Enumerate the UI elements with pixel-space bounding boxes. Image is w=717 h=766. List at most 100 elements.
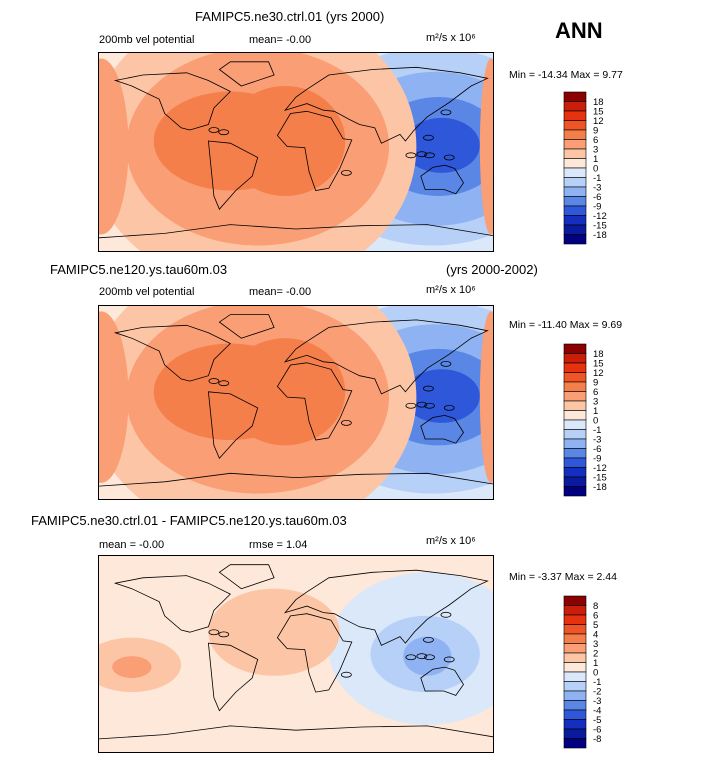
colorbar-swatch — [563, 148, 587, 159]
island-outline — [424, 402, 435, 409]
panel2-variable: 200mb vel potential — [99, 286, 195, 298]
colorbar-swatch — [563, 167, 587, 178]
panel1-map — [98, 52, 494, 252]
coastline — [283, 569, 489, 646]
panel3-title: FAMIPC5.ne30.ctrl.01 - FAMIPC5.ne120.ys.… — [31, 513, 347, 528]
panel3-minmax: Min = -3.37 Max = 2.44 — [509, 571, 617, 583]
island-outline — [416, 151, 428, 158]
island-outline — [443, 154, 455, 161]
colorbar-swatch — [563, 410, 587, 421]
contour-pos-2 — [112, 656, 152, 678]
colorbar-tick-label: 8 — [593, 601, 598, 612]
colorbar-tick-label: 12 — [593, 368, 604, 379]
colorbar-swatch — [563, 205, 587, 216]
contour-pos-3-east — [479, 311, 493, 483]
coastline-layer — [99, 564, 493, 740]
colorbar-swatch — [563, 486, 587, 497]
island-outline — [405, 152, 417, 159]
colorbar-swatch — [563, 662, 587, 673]
colorbar-tick-label: 2 — [593, 649, 598, 660]
coastline — [99, 725, 493, 740]
colorbar-swatch — [563, 343, 587, 354]
coastline — [420, 164, 464, 195]
colorbar-tick-label: 3 — [593, 639, 598, 650]
colorbar-swatch — [563, 196, 587, 207]
coastline — [276, 362, 353, 441]
colorbar-swatch — [563, 372, 587, 383]
colorbar-tick-label: -18 — [593, 230, 607, 241]
colorbar-swatch — [563, 177, 587, 188]
colorbar-swatch — [563, 419, 587, 430]
island-outline — [208, 127, 220, 133]
colorbar-swatch — [563, 129, 587, 140]
coastline — [276, 110, 353, 191]
island-outline — [443, 404, 455, 411]
colorbar-swatch — [563, 633, 587, 644]
colorbar-swatch — [563, 605, 587, 616]
colorbar-tick-label: 3 — [593, 397, 598, 408]
colorbar-swatch — [563, 400, 587, 411]
island-outline — [416, 401, 428, 408]
colorbar-tick-label: -1 — [593, 173, 601, 184]
contour-neg-3 — [403, 636, 452, 676]
colorbar-tick-label: 5 — [593, 620, 598, 631]
island-outline — [340, 671, 352, 678]
colorbar-swatch — [563, 700, 587, 711]
colorbar-swatch — [563, 120, 587, 131]
coastline — [218, 314, 275, 339]
colorbar-swatch — [563, 353, 587, 364]
panel3-rmse: rmse = 1.04 — [249, 539, 308, 551]
colorbar-swatch — [563, 381, 587, 392]
colorbar-swatch — [563, 457, 587, 468]
coastline — [207, 140, 259, 210]
coastline-layer — [99, 314, 493, 487]
panel1-title: FAMIPC5.ne30.ctrl.01 (yrs 2000) — [195, 9, 385, 24]
season-label: ANN — [555, 18, 603, 43]
colorbar-swatch — [563, 614, 587, 625]
coastline — [207, 391, 259, 460]
colorbar-tick-label: -9 — [593, 454, 601, 465]
colorbar-swatch — [563, 652, 587, 663]
island-outline — [416, 653, 428, 660]
colorbar-swatch — [563, 429, 587, 440]
contour-neg-12 — [403, 117, 480, 173]
island-outline — [340, 419, 352, 426]
colorbar-tick-label: 12 — [593, 116, 604, 127]
colorbar-tick-label: -3 — [593, 183, 601, 194]
contour-pos-3-west — [99, 311, 129, 483]
island-outline — [405, 654, 417, 661]
colorbar-swatch — [563, 224, 587, 235]
colorbar-tick-label: -15 — [593, 221, 607, 232]
island-outline — [218, 129, 230, 136]
colorbar-swatch — [563, 215, 587, 226]
island-outline — [440, 109, 452, 116]
colorbar-tick-label: -1 — [593, 677, 601, 688]
island-outline — [340, 170, 352, 176]
colorbar-tick-label: 15 — [593, 107, 604, 118]
panel3-map — [98, 555, 494, 753]
panel3-mean: mean = -0.00 — [99, 539, 165, 551]
panel2-title: FAMIPC5.ne120.ys.tau60m.03 — [50, 262, 228, 277]
colorbar-swatch — [563, 362, 587, 373]
colorbar-tick-label: 0 — [593, 668, 598, 679]
panel2-minmax: Min = -11.40 Max = 9.69 — [509, 319, 623, 331]
coastline — [113, 324, 231, 382]
colorbar-swatch — [563, 448, 587, 459]
colorbar-tick-label: 4 — [593, 630, 598, 641]
colorbar-swatch — [563, 186, 587, 197]
coastline — [420, 666, 464, 696]
colorbar-tick-label: 6 — [593, 387, 598, 398]
colorbar-tick-label: 6 — [593, 611, 598, 622]
coastline — [218, 61, 275, 87]
colorbar-swatch — [563, 101, 587, 112]
island-outline — [218, 631, 230, 638]
contour-pos-3-east — [479, 58, 493, 235]
coastline — [99, 472, 493, 487]
colorbar-tick-label: -3 — [593, 696, 601, 707]
island-outline — [423, 636, 434, 643]
island-outline — [208, 629, 220, 636]
colorbar-tick-label: 1 — [593, 406, 598, 417]
island-outline — [424, 654, 435, 661]
colorbar-tick-label: -12 — [593, 463, 607, 474]
